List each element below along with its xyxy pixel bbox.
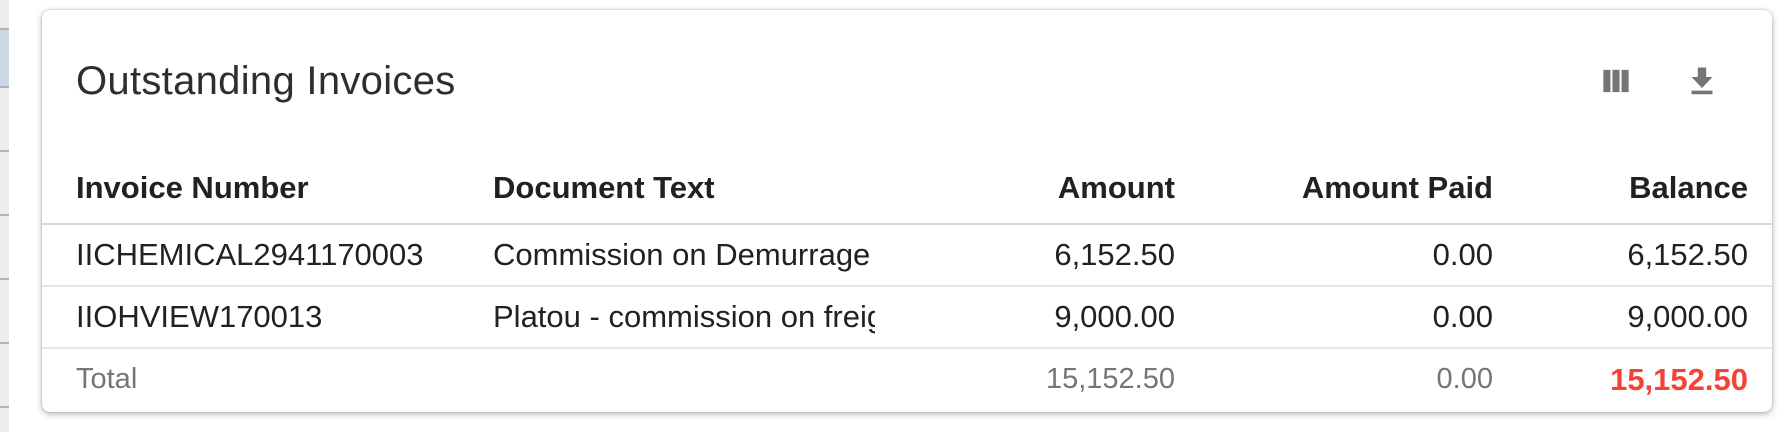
column-header-amount: Amount [875, 152, 1175, 225]
amount-cell: 9,000.00 [875, 286, 1175, 349]
column-header-document-text: Document Text [493, 152, 875, 225]
divider [0, 342, 9, 344]
column-header-balance: Balance [1493, 152, 1772, 225]
background-table-edge [0, 0, 9, 432]
column-header-amount-paid: Amount Paid [1175, 152, 1493, 225]
background-row-highlight [0, 30, 9, 87]
divider [0, 86, 9, 88]
document-text-cell: Commission on Demurrage [493, 224, 875, 287]
amount-paid-cell: 0.00 [1175, 224, 1493, 287]
column-header-invoice-number: Invoice Number [42, 152, 493, 225]
total-balance: 15,152.50 [1610, 361, 1748, 397]
card-toolbar [1596, 61, 1722, 101]
total-label: Total [76, 363, 138, 395]
document-text-cell: Platou - commission on freight [493, 286, 875, 349]
invoice-number-cell: IIOHVIEW170013 [42, 286, 493, 349]
total-spacer [493, 348, 875, 410]
amount-cell: 6,152.50 [875, 224, 1175, 287]
total-amount: 15,152.50 [1045, 363, 1175, 395]
divider [0, 28, 9, 30]
download-button[interactable] [1682, 61, 1722, 101]
divider [0, 150, 9, 152]
divider [0, 406, 9, 408]
divider [0, 214, 9, 216]
balance-cell: 9,000.00 [1493, 286, 1772, 349]
card-header: Outstanding Invoices [42, 10, 1772, 152]
view-columns-icon [1603, 69, 1629, 93]
outstanding-invoices-card: Outstanding Invoices Invoice Num [42, 10, 1772, 412]
total-row: Total 15,152.50 0.00 15,152.50 [42, 348, 1772, 410]
invoices-table: Invoice Number Document Text Amount Amou… [42, 152, 1772, 410]
page-title: Outstanding Invoices [76, 58, 456, 103]
invoice-row[interactable]: IICHEMICAL2941170003 Commission on Demur… [42, 224, 1772, 287]
balance-cell: 6,152.50 [1493, 224, 1772, 287]
divider [0, 278, 9, 280]
table-header-row: Invoice Number Document Text Amount Amou… [42, 152, 1772, 225]
amount-paid-cell: 0.00 [1175, 286, 1493, 349]
column-selector-button[interactable] [1596, 61, 1636, 101]
download-icon [1691, 67, 1713, 95]
invoice-row[interactable]: IIOHVIEW170013 Platou - commission on fr… [42, 286, 1772, 349]
total-amount-paid: 0.00 [1436, 363, 1493, 395]
invoice-number-cell: IICHEMICAL2941170003 [42, 224, 493, 287]
